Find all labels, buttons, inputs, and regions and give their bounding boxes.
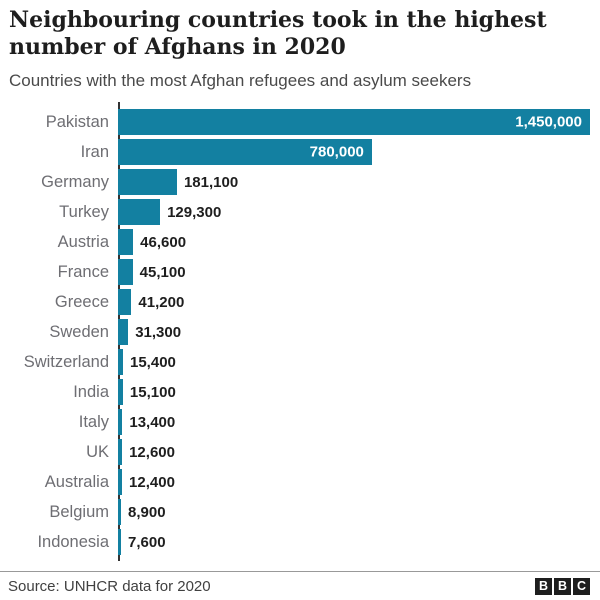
country-label: Australia — [44, 472, 109, 491]
country-label: Indonesia — [37, 532, 109, 551]
bar-track: 1,450,000 — [118, 109, 590, 135]
bar-track: 129,300 — [118, 199, 590, 225]
value-label: 15,100 — [129, 383, 176, 401]
bar: 1,450,000 — [118, 109, 590, 135]
bar — [118, 469, 123, 495]
bar — [118, 409, 123, 435]
country-label: India — [73, 382, 109, 401]
bar-track: 13,400 — [118, 409, 590, 435]
bar-row: Switzerland 15,400 — [0, 347, 590, 377]
bar-track: 8,900 — [118, 499, 590, 525]
bar-track: 15,400 — [118, 349, 590, 375]
bar: 780,000 — [118, 139, 372, 165]
chart-title: Neighbouring countries took in the highe… — [9, 7, 547, 61]
bar-track: 45,100 — [118, 259, 590, 285]
value-label: 13,400 — [129, 413, 176, 431]
bar — [118, 379, 123, 405]
country-label: Belgium — [49, 502, 109, 521]
bar — [118, 529, 121, 555]
bar-track: 15,100 — [118, 379, 590, 405]
value-label: 31,300 — [135, 323, 182, 341]
value-label: 780,000 — [309, 143, 364, 161]
value-label: 1,450,000 — [515, 113, 582, 131]
bar-row: Italy 13,400 — [0, 407, 590, 437]
bar-row: UK 12,600 — [0, 437, 590, 467]
value-label: 8,900 — [128, 503, 166, 521]
bbc-logo-letter: C — [573, 577, 590, 595]
bar — [118, 259, 133, 285]
bar-track: 181,100 — [118, 169, 590, 195]
chart-header: Neighbouring countries took in the highe… — [9, 7, 590, 91]
bar-row: Australia 12,400 — [0, 467, 590, 497]
bar-row: Austria 46,600 — [0, 227, 590, 257]
bar-row: Germany 181,100 — [0, 167, 590, 197]
country-label: Turkey — [59, 202, 109, 221]
country-label: Italy — [78, 412, 109, 431]
country-label: France — [57, 262, 109, 281]
value-label: 41,200 — [138, 293, 185, 311]
bar-rows: Pakistan 1,450,000 Iran 780,000 Germany 181,1… — [0, 107, 590, 557]
bar-track: 7,600 — [118, 529, 590, 555]
bbc-logo-letter: B — [535, 577, 552, 595]
bar-track: 780,000 — [118, 139, 590, 165]
country-label: Greece — [54, 292, 109, 311]
country-label: UK — [86, 442, 109, 461]
country-label: Iran — [80, 142, 109, 161]
value-label: 45,100 — [139, 263, 186, 281]
bar-track: 46,600 — [118, 229, 590, 255]
bar-row: India 15,100 — [0, 377, 590, 407]
bar-row: Iran 780,000 — [0, 137, 590, 167]
bar — [118, 199, 161, 225]
chart-subtitle: Countries with the most Afghan refugees … — [9, 70, 472, 90]
bar-row: Greece 41,200 — [0, 287, 590, 317]
country-label: Pakistan — [45, 112, 109, 131]
country-label: Sweden — [49, 322, 109, 341]
value-label: 12,600 — [129, 443, 175, 461]
bar-track: 41,200 — [118, 289, 590, 315]
bar — [118, 499, 121, 525]
country-label: Switzerland — [23, 352, 109, 371]
value-label: 15,400 — [130, 353, 176, 371]
bar — [118, 289, 132, 315]
bar — [118, 439, 123, 465]
bar-track: 12,400 — [118, 469, 590, 495]
bar — [118, 229, 134, 255]
country-label: Germany — [41, 172, 109, 191]
value-label: 181,100 — [183, 173, 239, 191]
bar-track: 12,600 — [118, 439, 590, 465]
bbc-logo-letter: B — [554, 577, 571, 595]
bar-row: Sweden 31,300 — [0, 317, 590, 347]
value-label: 129,300 — [167, 203, 222, 221]
bar-track: 31,300 — [118, 319, 590, 345]
bar — [118, 349, 123, 375]
value-label: 7,600 — [128, 533, 166, 551]
value-label: 46,600 — [140, 233, 187, 251]
bar-row: Turkey 129,300 — [0, 197, 590, 227]
bar-row: Indonesia 7,600 — [0, 527, 590, 557]
value-label: 12,400 — [129, 473, 175, 491]
bar-chart: Pakistan 1,450,000 Iran 780,000 Germany 181,1… — [0, 102, 590, 561]
bar — [118, 169, 177, 195]
bar — [118, 319, 129, 345]
bar-row: Belgium 8,900 — [0, 497, 590, 527]
country-label: Austria — [57, 232, 109, 251]
bar-row: France 45,100 — [0, 257, 590, 287]
bar-row: Pakistan 1,450,000 — [0, 107, 590, 137]
source-note: Source: UNHCR data for 2020 — [8, 577, 211, 595]
